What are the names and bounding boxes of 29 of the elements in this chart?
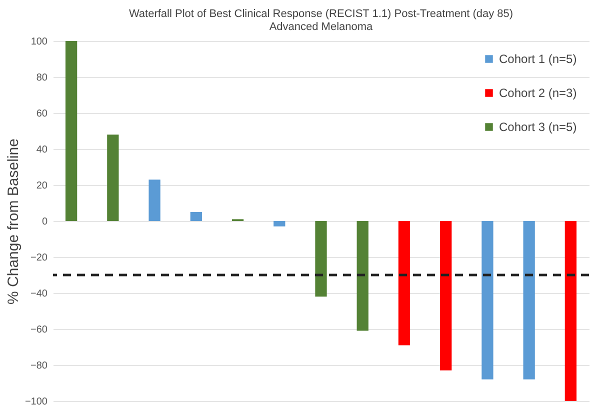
bar bbox=[148, 180, 160, 221]
y-tick-label: −40 bbox=[30, 288, 48, 300]
bar bbox=[274, 221, 286, 226]
bar bbox=[107, 134, 119, 221]
bar bbox=[190, 212, 202, 221]
y-tick-label: 0 bbox=[42, 216, 48, 228]
legend-label: Cohort 3 (n=5) bbox=[499, 120, 577, 134]
y-tick-label: 40 bbox=[36, 144, 48, 156]
y-tick-label: 80 bbox=[36, 72, 48, 84]
bar bbox=[523, 221, 535, 380]
y-tick-label: −20 bbox=[30, 252, 48, 264]
bar bbox=[564, 221, 577, 401]
bar bbox=[315, 221, 327, 297]
chart-subtitle: Advanced Melanoma bbox=[269, 21, 374, 33]
chart-title: Waterfall Plot of Best Clinical Response (RECIST 1.1) Post-Treatment (day 85) bbox=[128, 8, 514, 20]
bar bbox=[65, 41, 78, 221]
y-tick-label: −60 bbox=[30, 324, 48, 336]
y-axis-title: % Change from Baseline bbox=[4, 138, 22, 304]
y-tick-label: −100 bbox=[24, 396, 48, 408]
y-tick-label: 60 bbox=[36, 108, 48, 120]
y-tick-label: −80 bbox=[30, 360, 48, 372]
y-tick-label: 20 bbox=[36, 180, 48, 192]
bar bbox=[482, 221, 494, 380]
bar bbox=[398, 221, 410, 346]
bar bbox=[440, 221, 452, 370]
legend-label: Cohort 1 (n=5) bbox=[499, 52, 577, 66]
y-tick-label: 100 bbox=[30, 36, 48, 48]
bar bbox=[356, 221, 368, 331]
legend-label: Cohort 2 (n=3) bbox=[499, 86, 577, 100]
